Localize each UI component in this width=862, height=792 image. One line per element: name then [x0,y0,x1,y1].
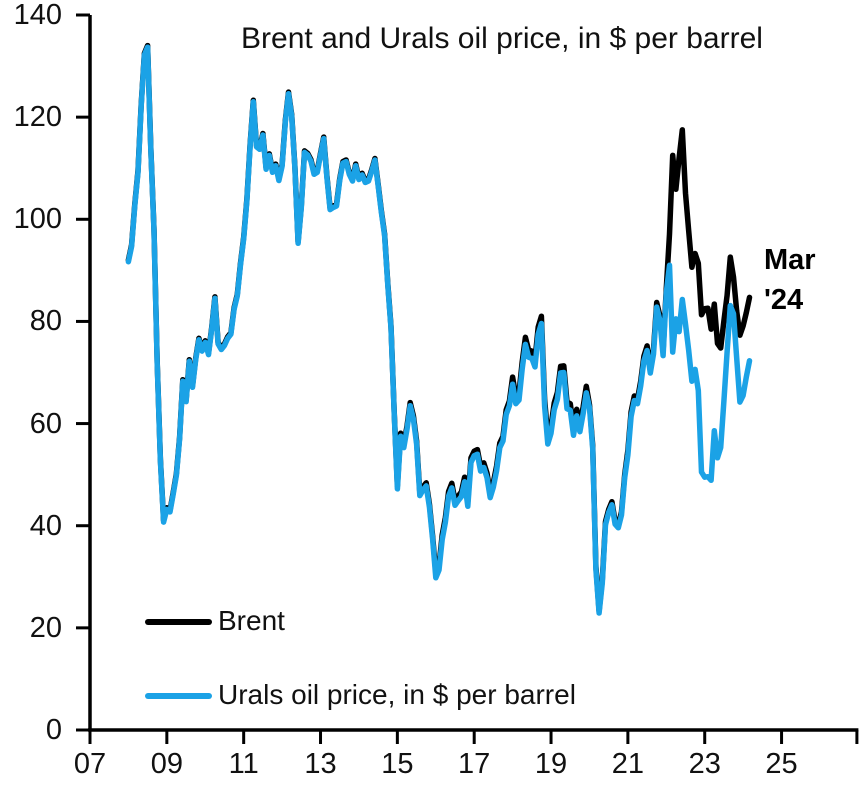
chart-title: Brent and Urals oil price, in $ per barr… [241,22,763,55]
urals-legend-label: Urals oil price, in $ per barrel [218,679,576,710]
last-point-annotation: Mar '24 [764,240,854,320]
y-tick-label: 80 [29,305,62,338]
y-tick-label: 40 [29,509,62,542]
x-tick-label: 17 [458,748,491,780]
x-tick-label: 11 [228,748,259,780]
x-tick-label: 21 [611,748,644,780]
urals-line [125,44,753,616]
x-tick-label: 15 [381,748,414,780]
x-tick-label: 25 [765,748,798,780]
x-tick-label: 23 [688,748,721,780]
x-tick-label: 19 [534,748,568,780]
x-tick-label: 09 [150,748,183,780]
y-tick-label: 60 [29,407,62,440]
brent-legend-label: Brent [218,605,285,636]
y-tick-label: 20 [29,611,62,644]
x-tick-label: 07 [73,748,107,780]
y-tick-label: 120 [13,101,62,134]
y-tick-label: 0 [45,714,62,746]
y-tick-label: 140 [13,0,62,31]
x-tick-label: 13 [304,748,337,780]
annotation-line-2: '24 [764,284,804,316]
brent-legend-line [145,619,212,625]
annotation-line-1: Mar [764,244,816,276]
y-tick-label: 100 [13,203,62,236]
urals-legend-line [145,693,212,699]
